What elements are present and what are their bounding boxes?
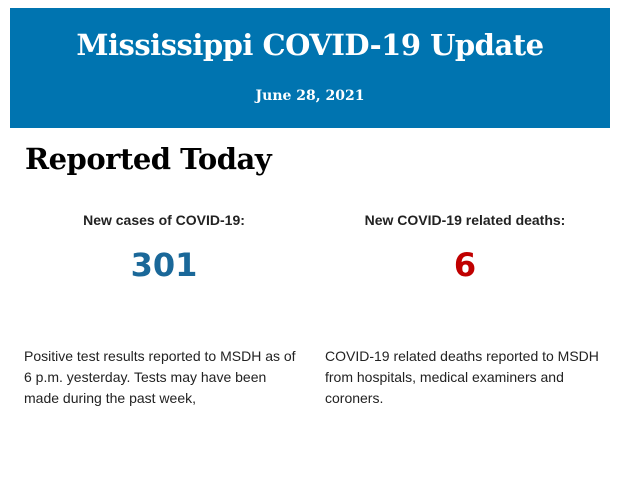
section-title: Reported Today (25, 142, 272, 176)
deaths-label: New COVID-19 related deaths: (364, 212, 566, 228)
deaths-description: COVID-19 related deaths reported to MSDH… (325, 348, 599, 406)
page-title: Mississippi COVID-19 Update (76, 28, 544, 62)
cases-description: Positive test results reported to MSDH a… (24, 348, 296, 406)
deaths-value: 6 (453, 246, 477, 284)
cases-panel: New cases of COVID-19: 301 Positive test… (24, 212, 304, 406)
deaths-panel: New COVID-19 related deaths: 6 COVID-19 … (325, 212, 605, 406)
update-date: June 28, 2021 (255, 88, 365, 104)
cases-value: 301 (130, 246, 198, 284)
header-banner: Mississippi COVID-19 Update June 28, 202… (10, 8, 610, 128)
cases-label: New cases of COVID-19: (83, 212, 245, 228)
